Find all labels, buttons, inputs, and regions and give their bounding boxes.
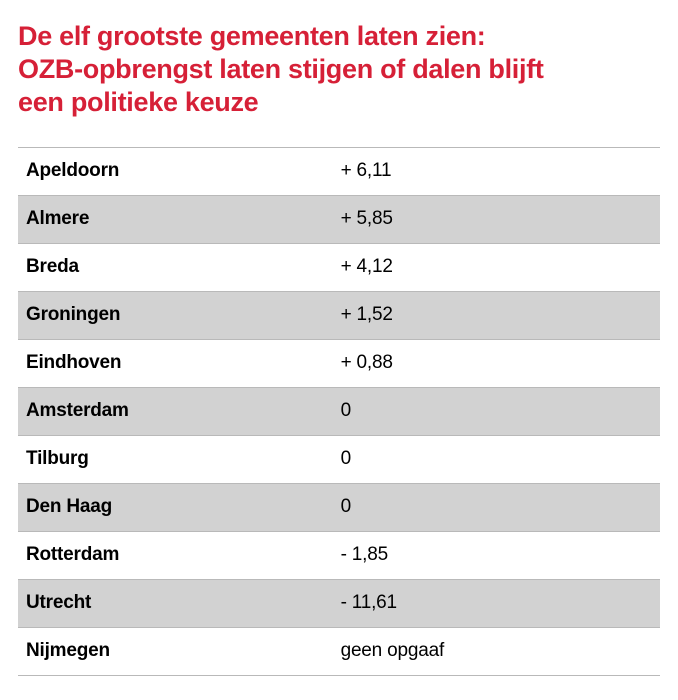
cell-gemeente: Apeldoorn <box>18 160 333 182</box>
cell-waarde: + 6,11 <box>333 160 660 182</box>
cell-gemeente: Breda <box>18 256 333 278</box>
cell-waarde: + 0,88 <box>333 352 660 374</box>
table-row: Groningen+ 1,52 <box>18 292 660 340</box>
cell-waarde: - 11,61 <box>333 592 660 614</box>
cell-waarde: + 4,12 <box>333 256 660 278</box>
title-line-2: OZB-opbrengst laten stijgen of dalen bli… <box>18 54 544 84</box>
table-row: Breda+ 4,12 <box>18 244 660 292</box>
table-row: Tilburg0 <box>18 436 660 484</box>
cell-waarde: 0 <box>333 496 660 518</box>
cell-gemeente: Eindhoven <box>18 352 333 374</box>
cell-waarde: + 5,85 <box>333 208 660 230</box>
cell-gemeente: Amsterdam <box>18 400 333 422</box>
table-row: Apeldoorn+ 6,11 <box>18 148 660 196</box>
ozb-table: Apeldoorn+ 6,11Almere+ 5,85Breda+ 4,12Gr… <box>18 147 660 676</box>
table-row: Rotterdam- 1,85 <box>18 532 660 580</box>
cell-waarde: - 1,85 <box>333 544 660 566</box>
cell-gemeente: Rotterdam <box>18 544 333 566</box>
cell-waarde: geen opgaaf <box>333 640 660 662</box>
cell-gemeente: Groningen <box>18 304 333 326</box>
table-row: Nijmegengeen opgaaf <box>18 628 660 676</box>
table-row: Almere+ 5,85 <box>18 196 660 244</box>
cell-gemeente: Den Haag <box>18 496 333 518</box>
table-row: Amsterdam0 <box>18 388 660 436</box>
title-line-3: een politieke keuze <box>18 87 258 117</box>
cell-gemeente: Nijmegen <box>18 640 333 662</box>
table-row: Den Haag0 <box>18 484 660 532</box>
cell-gemeente: Almere <box>18 208 333 230</box>
table-row: Utrecht- 11,61 <box>18 580 660 628</box>
table-container: De elf grootste gemeenten laten zien: OZ… <box>0 0 678 700</box>
cell-waarde: 0 <box>333 448 660 470</box>
page-title: De elf grootste gemeenten laten zien: OZ… <box>18 20 660 119</box>
table-row: Eindhoven+ 0,88 <box>18 340 660 388</box>
cell-waarde: + 1,52 <box>333 304 660 326</box>
cell-gemeente: Utrecht <box>18 592 333 614</box>
title-line-1: De elf grootste gemeenten laten zien: <box>18 21 486 51</box>
cell-gemeente: Tilburg <box>18 448 333 470</box>
cell-waarde: 0 <box>333 400 660 422</box>
